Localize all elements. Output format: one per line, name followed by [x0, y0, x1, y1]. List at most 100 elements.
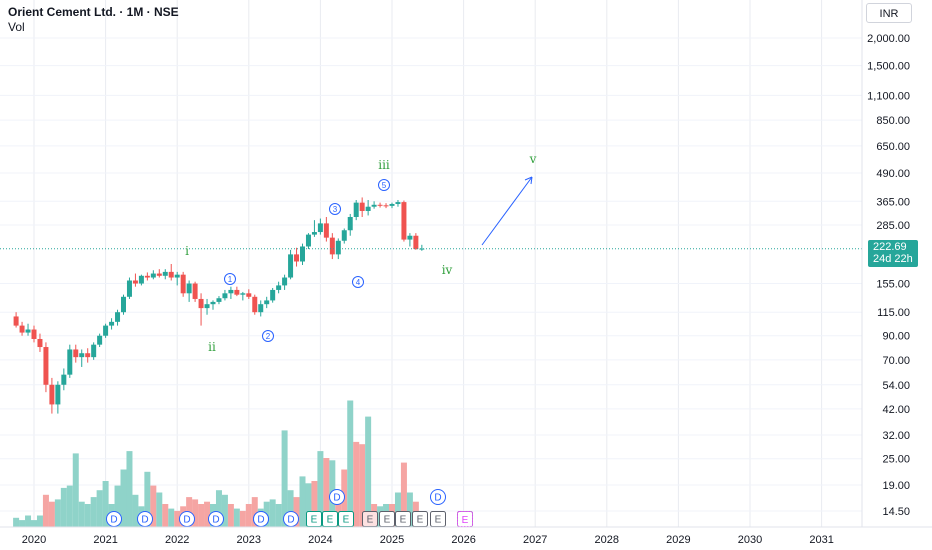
candle-body: [55, 384, 61, 405]
volume-bar: [335, 497, 342, 527]
candle-body: [115, 312, 121, 322]
candle-body: [228, 289, 234, 294]
volume-bar: [162, 504, 169, 527]
dividend-marker-label: D: [110, 515, 117, 526]
price-tick-label: 365.00: [876, 196, 910, 208]
candle-body: [419, 248, 425, 250]
wave-label-major: v: [529, 152, 537, 166]
candle-body: [204, 304, 210, 309]
volume-bar: [42, 494, 49, 527]
earnings-marker-label: E: [327, 515, 334, 526]
projection-arrow[interactable]: [481, 176, 533, 246]
candle-body: [25, 329, 31, 333]
volume-bar: [221, 494, 228, 527]
wave-label-minor-circle: [352, 276, 364, 288]
candle-body: [198, 298, 204, 309]
price-tick-label: 19.00: [882, 480, 910, 492]
volume-bar: [60, 487, 67, 527]
volume-bar: [72, 453, 79, 527]
volume-indicator-label[interactable]: Vol: [8, 20, 25, 34]
time-tick-label: 2021: [93, 534, 117, 546]
event-markers[interactable]: DDDDDDDEEEEEEEEEDDE: [106, 489, 473, 527]
candle-body: [300, 246, 305, 262]
candle-body: [294, 254, 300, 262]
time-tick-label: 2022: [165, 534, 189, 546]
volume-bar: [66, 485, 73, 527]
currency-button[interactable]: INR: [866, 3, 912, 23]
candle-body: [234, 289, 240, 295]
last-price-tag: 222.69 24d 22h: [868, 240, 918, 267]
time-tick-label: 2029: [666, 534, 690, 546]
candle-body: [37, 338, 43, 348]
candle-body: [162, 271, 168, 276]
candle-body: [276, 285, 282, 290]
volume-bar: [192, 499, 199, 527]
volume-bar: [168, 508, 175, 527]
candle-body: [186, 283, 192, 294]
earnings-marker-label: E: [417, 515, 424, 526]
time-tick-label: 2026: [451, 534, 475, 546]
candle-body: [103, 325, 109, 336]
dividend-marker-label: D: [141, 515, 148, 526]
time-tick-label: 2024: [308, 534, 332, 546]
price-tick-label: 2,000.00: [867, 33, 910, 45]
candle-body: [109, 321, 115, 326]
volume-bar: [400, 462, 407, 527]
price-tick-label: 285.00: [876, 220, 910, 232]
volume-bar: [25, 515, 32, 527]
earnings-marker-label: E: [400, 515, 407, 526]
candle-body: [282, 277, 288, 286]
candle-body: [347, 216, 353, 231]
candle-body: [341, 230, 347, 241]
volume-bar: [281, 430, 288, 527]
volume-bar: [251, 497, 258, 527]
candle-body: [132, 280, 138, 284]
dividend-marker: [430, 489, 446, 505]
volume-bar: [126, 451, 133, 527]
wave-label-major: iii: [378, 158, 390, 172]
time-axis[interactable]: 2020 2021 2022 2023 2024 2025 2026 2027 2028 2029…: [0, 526, 932, 546]
dividend-marker-label: D: [333, 493, 340, 504]
volume-bar: [36, 515, 43, 527]
candle-body: [144, 275, 150, 278]
candle-body: [252, 296, 258, 313]
candle-body: [43, 347, 49, 385]
projection-line: [481, 176, 533, 246]
candle-body: [359, 202, 365, 211]
wave-label-minor: 1: [228, 275, 233, 284]
wave-label-major: iv: [442, 263, 453, 277]
volume-bar: [233, 508, 240, 527]
candle-body: [216, 298, 222, 302]
volume-bar: [150, 485, 157, 527]
symbol-title[interactable]: Orient Cement Ltd. · 1M · NSE: [8, 5, 179, 19]
candle-body: [97, 335, 103, 345]
volume-bar: [48, 501, 55, 527]
volume-bar: [198, 504, 205, 527]
price-tick-label: 490.00: [876, 168, 910, 180]
earnings-marker-label: E: [343, 515, 350, 526]
volume-bars: [13, 400, 425, 527]
candle-body: [156, 273, 162, 276]
candle-body: [210, 301, 216, 305]
volume-bar: [353, 441, 360, 527]
volume-bar: [275, 504, 282, 527]
candle-body: [126, 280, 132, 297]
volume-bar: [13, 517, 20, 527]
volume-bar: [394, 492, 401, 527]
time-tick-label: 2027: [523, 534, 547, 546]
volume-bar: [311, 481, 318, 527]
candle-body: [67, 349, 73, 375]
volume-bar: [114, 485, 121, 527]
dividend-marker-label: D: [183, 515, 190, 526]
price-axis[interactable]: 2,000.00 1,500.00 1,100.00 850.00 650.00 490.…: [861, 0, 910, 527]
candle-body: [395, 202, 401, 204]
candle-body: [389, 203, 395, 206]
candle-body: [383, 205, 389, 207]
dividend-marker: [329, 489, 345, 505]
volume-bar: [305, 483, 312, 527]
candle-body: [19, 325, 25, 333]
wave-label-minor: 3: [333, 205, 338, 214]
candle-body: [264, 300, 270, 305]
